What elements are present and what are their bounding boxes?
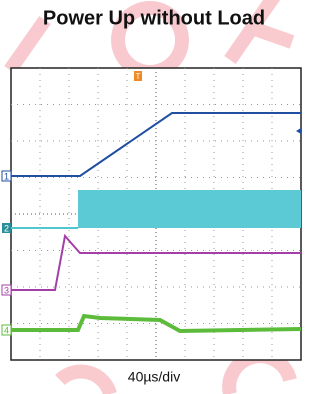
channel-label: 4	[4, 325, 9, 335]
channel-label: 1	[4, 171, 9, 181]
trace-ch2-switching	[78, 190, 301, 228]
timebase-label: 40µs/div	[128, 369, 180, 385]
trigger-label: T	[136, 72, 141, 81]
channel-label: 3	[4, 285, 9, 295]
scope-figure: Power Up without Load T 1 2 3 4 40µs/div	[0, 0, 309, 394]
figure-title: Power Up without Load	[43, 7, 265, 29]
channel-label: 2	[4, 223, 9, 233]
page: {"title": "Power Up without Load", "time…	[0, 0, 320, 394]
channel-markers: 1 2 3 4	[2, 171, 11, 335]
